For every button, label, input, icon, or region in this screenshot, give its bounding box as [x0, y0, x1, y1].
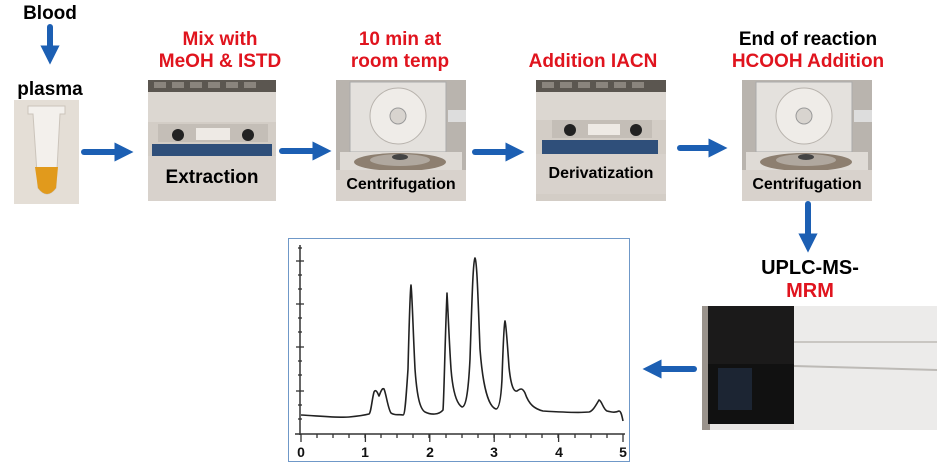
- step-2-centrifuge-icon: Centrifugation: [336, 80, 466, 201]
- step-1-annotation-line-2: MeOH & ISTD: [158, 51, 282, 72]
- instrument-label-line-2: MRM: [786, 280, 834, 302]
- step-3-shaker-plate-icon: Derivatization: [536, 80, 666, 201]
- step-3-annotation: Addition IACN: [518, 51, 668, 73]
- mass-spectrometer-icon: [702, 306, 937, 430]
- step-1-caption: Extraction: [148, 156, 276, 201]
- y-axis-ticks: [296, 247, 304, 420]
- x-tick-5: 5: [619, 444, 627, 460]
- x-axis-ticks: [300, 434, 624, 442]
- blood-label: Blood: [23, 3, 77, 24]
- plasma-label: plasma: [17, 79, 83, 100]
- step-3-annotation-line-1: Addition IACN: [528, 51, 658, 72]
- step-4-annotation-line-2: HCOOH Addition: [731, 51, 885, 72]
- chromatogram-chart: 0 1 2 3 4 5: [288, 238, 630, 462]
- x-tick-labels: 0 1 2 3 4 5: [297, 444, 627, 460]
- step-4-centrifuge-icon: Centrifugation: [742, 80, 872, 201]
- instrument-label-line-1: UPLC-MS-: [761, 257, 859, 279]
- step-2-caption: Centrifugation: [336, 170, 466, 201]
- step-2-annotation-line-2: room temp: [350, 51, 450, 72]
- step-3-caption: Derivatization: [536, 154, 666, 194]
- chromatogram-trace: [300, 257, 624, 422]
- x-tick-1: 1: [361, 444, 369, 460]
- step-4-annotation: End of reaction HCOOH Addition: [718, 29, 898, 73]
- step-1-shaker-plate-icon: Extraction: [148, 80, 276, 201]
- chromatogram-plot: 0 1 2 3 4 5: [295, 245, 627, 460]
- step-2-annotation: 10 min at room temp: [325, 29, 475, 73]
- step-4-caption: Centrifugation: [742, 170, 872, 201]
- sample-tube-icon: [14, 100, 79, 204]
- x-tick-2: 2: [426, 444, 434, 460]
- step-2-annotation-line-1: 10 min at: [358, 29, 442, 50]
- step-4-annotation-line-1: End of reaction: [738, 29, 878, 50]
- instrument-label: UPLC-MS- MRM: [740, 257, 880, 303]
- x-tick-3: 3: [490, 444, 498, 460]
- step-1-annotation-line-1: Mix with: [182, 29, 258, 50]
- x-tick-4: 4: [555, 444, 563, 460]
- x-tick-0: 0: [297, 444, 305, 460]
- step-1-annotation: Mix with MeOH & ISTD: [140, 29, 300, 73]
